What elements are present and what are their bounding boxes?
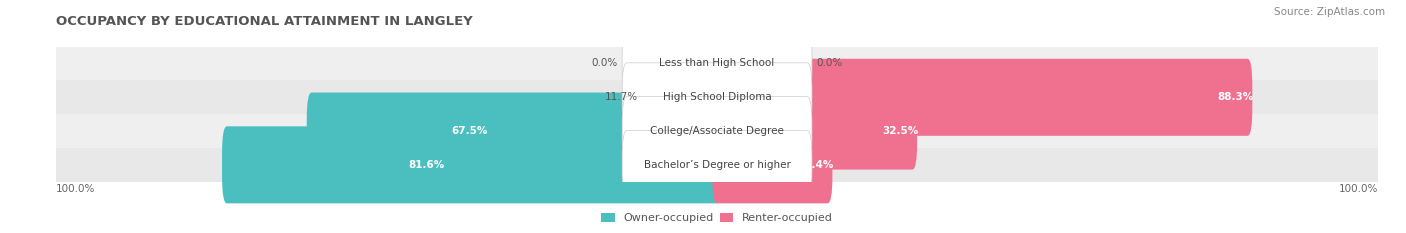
Text: Bachelor’s Degree or higher: Bachelor’s Degree or higher bbox=[644, 160, 790, 170]
Text: Source: ZipAtlas.com: Source: ZipAtlas.com bbox=[1274, 7, 1385, 17]
FancyBboxPatch shape bbox=[621, 97, 813, 165]
FancyBboxPatch shape bbox=[222, 126, 721, 203]
FancyBboxPatch shape bbox=[621, 130, 813, 199]
Text: 100.0%: 100.0% bbox=[56, 185, 96, 195]
Text: 32.5%: 32.5% bbox=[883, 126, 918, 136]
Text: 11.7%: 11.7% bbox=[605, 92, 638, 102]
FancyBboxPatch shape bbox=[621, 63, 813, 132]
Text: 67.5%: 67.5% bbox=[451, 126, 488, 136]
Text: High School Diploma: High School Diploma bbox=[662, 92, 772, 102]
Text: 100.0%: 100.0% bbox=[1339, 185, 1378, 195]
Text: Less than High School: Less than High School bbox=[659, 58, 775, 69]
FancyBboxPatch shape bbox=[621, 29, 813, 98]
FancyBboxPatch shape bbox=[643, 59, 721, 136]
Bar bbox=[56, 80, 1378, 114]
Text: OCCUPANCY BY EDUCATIONAL ATTAINMENT IN LANGLEY: OCCUPANCY BY EDUCATIONAL ATTAINMENT IN L… bbox=[56, 15, 472, 28]
Bar bbox=[56, 114, 1378, 148]
Bar bbox=[56, 148, 1378, 182]
FancyBboxPatch shape bbox=[713, 59, 1253, 136]
Text: College/Associate Degree: College/Associate Degree bbox=[650, 126, 785, 136]
Bar bbox=[56, 47, 1378, 80]
Text: 81.6%: 81.6% bbox=[409, 160, 446, 170]
FancyBboxPatch shape bbox=[713, 126, 832, 203]
FancyBboxPatch shape bbox=[307, 93, 721, 170]
Legend: Owner-occupied, Renter-occupied: Owner-occupied, Renter-occupied bbox=[598, 208, 837, 228]
FancyBboxPatch shape bbox=[713, 93, 917, 170]
Text: 88.3%: 88.3% bbox=[1218, 92, 1254, 102]
Text: 0.0%: 0.0% bbox=[592, 58, 617, 69]
Text: 0.0%: 0.0% bbox=[815, 58, 842, 69]
Text: 18.4%: 18.4% bbox=[797, 160, 834, 170]
